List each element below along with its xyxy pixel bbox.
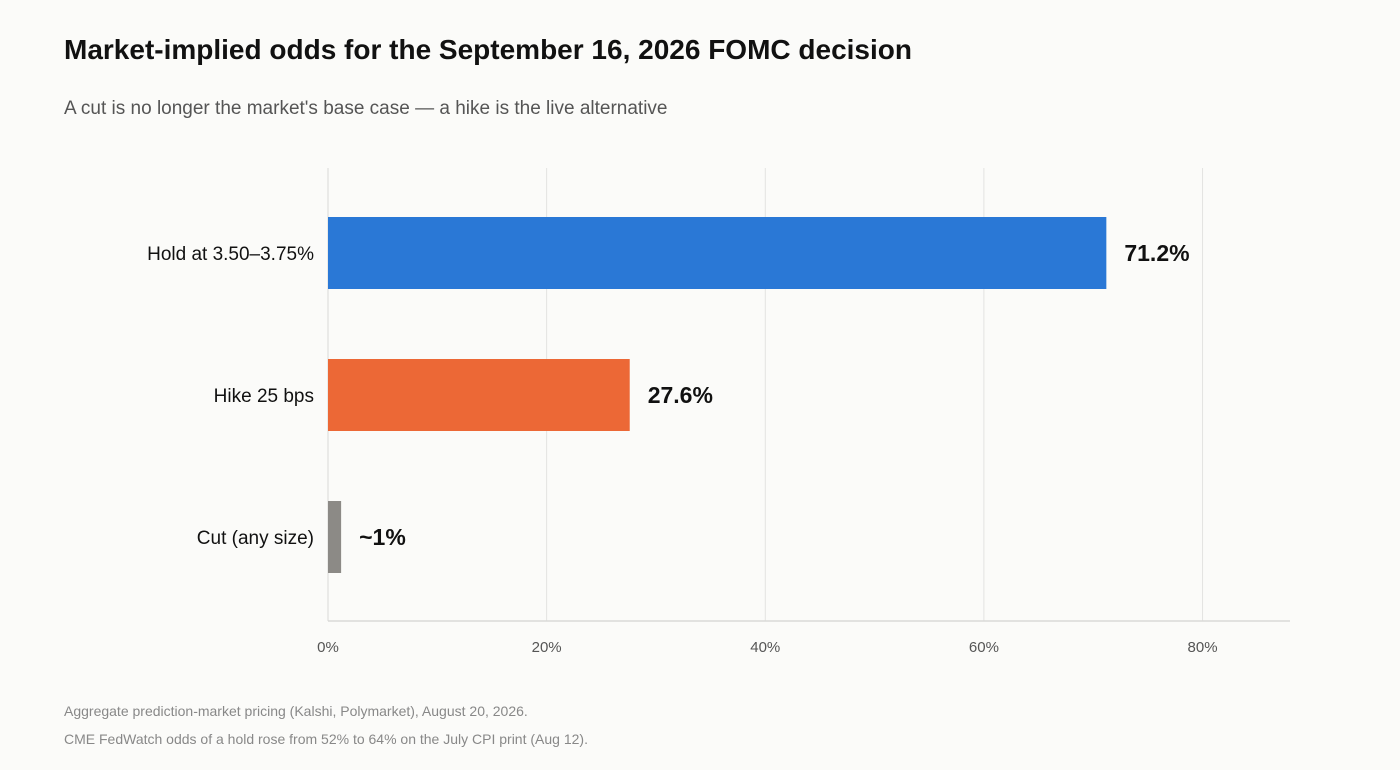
value-label: 71.2% — [1124, 240, 1189, 266]
bar-chart: 0% 20% 40% 60% 80% Hold at 3.50–3.75% 71.2% Hik… — [147, 168, 1290, 656]
source-footnote: Aggregate prediction-market pricing (Kal… — [64, 703, 528, 719]
category-label: Hold at 3.50–3.75% — [147, 244, 314, 265]
category-label: Hike 25 bps — [214, 386, 314, 407]
bar-1 — [328, 359, 630, 431]
chart-subtitle: A cut is no longer the market's base cas… — [64, 98, 668, 119]
x-tick-label: 20% — [532, 639, 562, 656]
x-tick-label: 0% — [317, 639, 339, 656]
chart-title: Market-implied odds for the September 16… — [64, 34, 912, 65]
category-label: Cut (any size) — [197, 528, 314, 549]
value-label: 27.6% — [648, 382, 713, 408]
bar-2 — [328, 501, 342, 573]
context-footnote: CME FedWatch odds of a hold rose from 52… — [64, 731, 588, 747]
value-label: ~1% — [359, 524, 406, 550]
x-tick-label: 40% — [750, 639, 780, 656]
x-tick-label: 60% — [969, 639, 999, 656]
bar-0 — [328, 217, 1107, 289]
x-tick-label: 80% — [1188, 639, 1218, 656]
